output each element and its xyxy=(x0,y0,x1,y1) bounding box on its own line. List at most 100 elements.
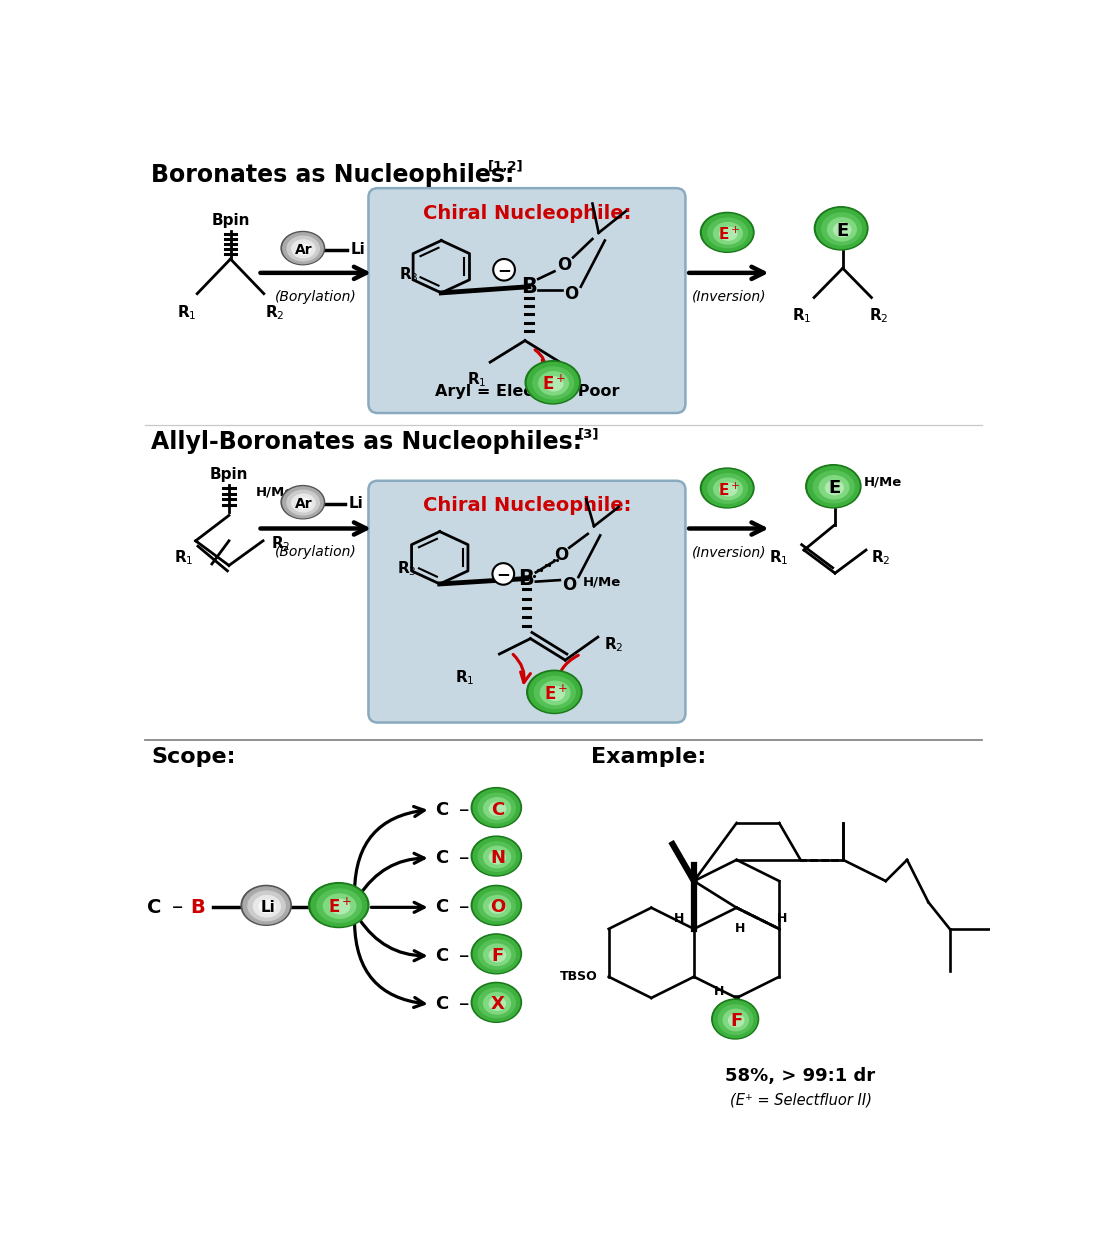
Text: Example:: Example: xyxy=(591,747,706,767)
Ellipse shape xyxy=(529,672,580,712)
Text: B: B xyxy=(190,898,206,917)
Text: R$_2$: R$_2$ xyxy=(265,302,285,321)
Ellipse shape xyxy=(822,213,861,244)
Text: Li: Li xyxy=(261,900,275,915)
Text: R$_1$: R$_1$ xyxy=(455,668,474,687)
Text: C: C xyxy=(434,898,448,916)
Text: R$_3$: R$_3$ xyxy=(397,559,417,578)
Text: H/Me: H/Me xyxy=(255,485,294,498)
Ellipse shape xyxy=(490,997,506,1011)
Ellipse shape xyxy=(484,847,510,868)
Ellipse shape xyxy=(490,949,506,961)
Ellipse shape xyxy=(527,363,579,402)
Text: E$^+$: E$^+$ xyxy=(543,684,568,703)
Text: Chiral Nucleophile:: Chiral Nucleophile: xyxy=(422,204,631,223)
Ellipse shape xyxy=(723,1009,748,1031)
Ellipse shape xyxy=(703,214,752,251)
Ellipse shape xyxy=(490,900,506,914)
Text: C: C xyxy=(434,849,448,867)
Ellipse shape xyxy=(282,232,324,265)
Ellipse shape xyxy=(473,789,519,827)
Ellipse shape xyxy=(317,890,362,922)
Ellipse shape xyxy=(292,494,315,512)
Text: H/Me: H/Me xyxy=(582,575,620,588)
Text: E$^+$: E$^+$ xyxy=(717,481,740,499)
Text: F: F xyxy=(730,1012,743,1029)
Text: R$_2$: R$_2$ xyxy=(560,370,580,388)
Text: E: E xyxy=(837,222,849,239)
Ellipse shape xyxy=(701,213,754,252)
Text: E: E xyxy=(829,480,842,498)
Ellipse shape xyxy=(260,900,275,914)
Text: –: – xyxy=(460,848,470,868)
Text: (Borylation): (Borylation) xyxy=(275,290,356,304)
Ellipse shape xyxy=(712,999,759,1040)
Ellipse shape xyxy=(484,896,510,917)
Text: E$^+$: E$^+$ xyxy=(329,897,353,917)
Text: R$_1$: R$_1$ xyxy=(174,548,194,567)
Text: X: X xyxy=(491,995,505,1013)
Circle shape xyxy=(493,260,515,281)
Text: −: − xyxy=(497,261,512,278)
Ellipse shape xyxy=(471,983,521,1022)
Ellipse shape xyxy=(484,993,510,1014)
Text: [1,2]: [1,2] xyxy=(487,160,524,174)
Ellipse shape xyxy=(539,372,569,394)
Text: −: − xyxy=(496,564,510,583)
Text: H/Me: H/Me xyxy=(864,476,902,489)
Circle shape xyxy=(493,563,514,585)
Ellipse shape xyxy=(816,208,866,248)
Ellipse shape xyxy=(714,1000,757,1038)
Ellipse shape xyxy=(297,244,311,255)
Ellipse shape xyxy=(525,360,581,404)
Text: B: B xyxy=(521,277,537,296)
Ellipse shape xyxy=(473,838,519,874)
Text: Aryl = Electron-Poor: Aryl = Electron-Poor xyxy=(434,384,619,399)
Text: Bpin: Bpin xyxy=(210,467,249,483)
Text: F: F xyxy=(492,946,504,965)
Text: Bpin: Bpin xyxy=(211,213,250,228)
Text: O: O xyxy=(562,576,576,593)
Text: R$_2$: R$_2$ xyxy=(871,548,891,567)
Text: C: C xyxy=(434,946,448,965)
Text: R$_2$: R$_2$ xyxy=(271,534,290,553)
Text: R$_1$: R$_1$ xyxy=(792,306,812,325)
Ellipse shape xyxy=(719,227,737,241)
Text: E$^+$: E$^+$ xyxy=(717,226,740,243)
Ellipse shape xyxy=(292,239,315,258)
Text: B: B xyxy=(518,568,535,588)
Text: H: H xyxy=(674,912,684,925)
Ellipse shape xyxy=(484,944,510,965)
Text: R$_3$: R$_3$ xyxy=(399,265,419,284)
Ellipse shape xyxy=(478,988,516,1018)
Ellipse shape xyxy=(807,466,859,507)
Text: R$_2$: R$_2$ xyxy=(604,635,624,654)
Text: [3]: [3] xyxy=(578,427,600,441)
Text: Li: Li xyxy=(349,496,364,512)
Text: Ar: Ar xyxy=(295,496,312,510)
Text: Ar: Ar xyxy=(295,243,312,257)
Ellipse shape xyxy=(547,687,564,701)
Text: C: C xyxy=(492,800,505,819)
Ellipse shape xyxy=(484,798,510,819)
Text: –: – xyxy=(460,946,470,966)
Ellipse shape xyxy=(820,476,849,499)
Ellipse shape xyxy=(544,377,563,391)
Ellipse shape xyxy=(825,481,844,495)
Ellipse shape xyxy=(471,837,521,876)
Ellipse shape xyxy=(478,940,516,969)
Text: (Inversion): (Inversion) xyxy=(692,290,766,304)
Ellipse shape xyxy=(473,984,519,1021)
Ellipse shape xyxy=(728,1014,744,1027)
Ellipse shape xyxy=(478,794,516,823)
Text: TBSO: TBSO xyxy=(560,970,598,983)
Ellipse shape xyxy=(719,483,737,496)
Text: H: H xyxy=(777,912,788,925)
Ellipse shape xyxy=(814,207,868,249)
Ellipse shape xyxy=(714,223,742,244)
Ellipse shape xyxy=(527,670,582,713)
Ellipse shape xyxy=(813,471,855,503)
Ellipse shape xyxy=(532,367,574,399)
Ellipse shape xyxy=(283,486,323,518)
Text: Chiral Nucleophile:: Chiral Nucleophile: xyxy=(422,496,631,515)
